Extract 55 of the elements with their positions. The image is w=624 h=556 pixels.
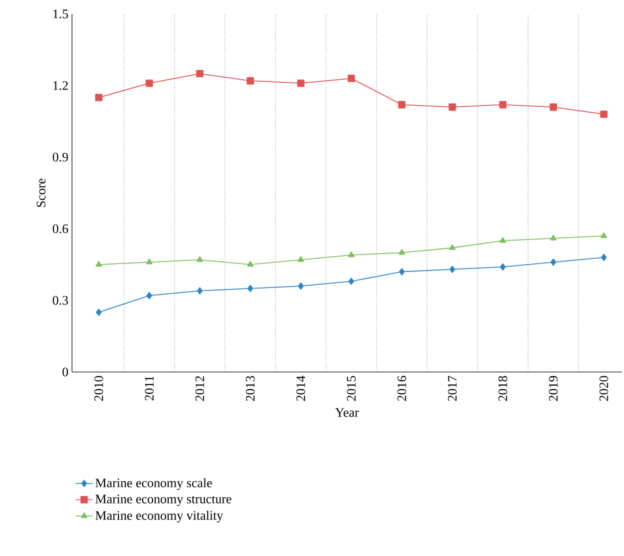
point [196, 70, 204, 78]
point [550, 103, 557, 111]
x-axis-title: Year [335, 408, 359, 417]
point [96, 260, 102, 267]
point [247, 284, 254, 292]
point [146, 80, 153, 87]
y-tick-label: 1.5 [53, 10, 68, 18]
x-tick-label: 2013 [246, 376, 255, 401]
point [500, 237, 506, 243]
point [499, 101, 506, 108]
point [146, 292, 152, 300]
point [196, 256, 203, 262]
point [146, 258, 152, 264]
point [247, 260, 254, 267]
x-tick-label: 2017 [448, 376, 457, 401]
point [196, 287, 203, 294]
point [449, 244, 456, 250]
point [298, 256, 304, 262]
x-tick-label: 2015 [346, 376, 356, 401]
legend-label: Marine economy vitality [95, 510, 224, 522]
legend-label: Marine economy structure [95, 494, 232, 506]
point [600, 110, 608, 118]
point [348, 74, 355, 82]
y-tick-label: 0 [62, 368, 68, 376]
legend-label: Marine economy scale [95, 478, 212, 490]
point [550, 234, 557, 240]
point [348, 278, 354, 285]
point [96, 308, 102, 316]
x-tick-label: 2011 [144, 376, 154, 400]
x-tick-label: 2018 [498, 376, 508, 401]
point [500, 263, 506, 271]
y-tick-label: 0.6 [52, 224, 68, 234]
y-tick-label: 1.2 [53, 81, 68, 90]
point [246, 77, 254, 84]
point [95, 94, 102, 102]
x-tick-label: 2010 [94, 376, 104, 401]
y-tick-label: 0.9 [52, 152, 68, 162]
point [600, 232, 608, 238]
point [298, 282, 304, 290]
y-tick-label: 0.3 [52, 296, 68, 305]
point [449, 266, 456, 273]
point [398, 249, 406, 255]
point [348, 251, 355, 258]
x-tick-label: 2014 [296, 376, 306, 401]
point [297, 80, 304, 87]
point [600, 254, 607, 262]
y-axis-title: Score [36, 178, 46, 207]
point [398, 101, 406, 108]
point [398, 268, 405, 276]
point [448, 103, 456, 111]
point [550, 258, 556, 266]
x-tick-label: 2019 [548, 376, 558, 401]
x-tick-label: 2020 [599, 376, 608, 401]
x-tick-label: 2016 [397, 376, 406, 401]
x-tick-label: 2012 [195, 376, 204, 401]
